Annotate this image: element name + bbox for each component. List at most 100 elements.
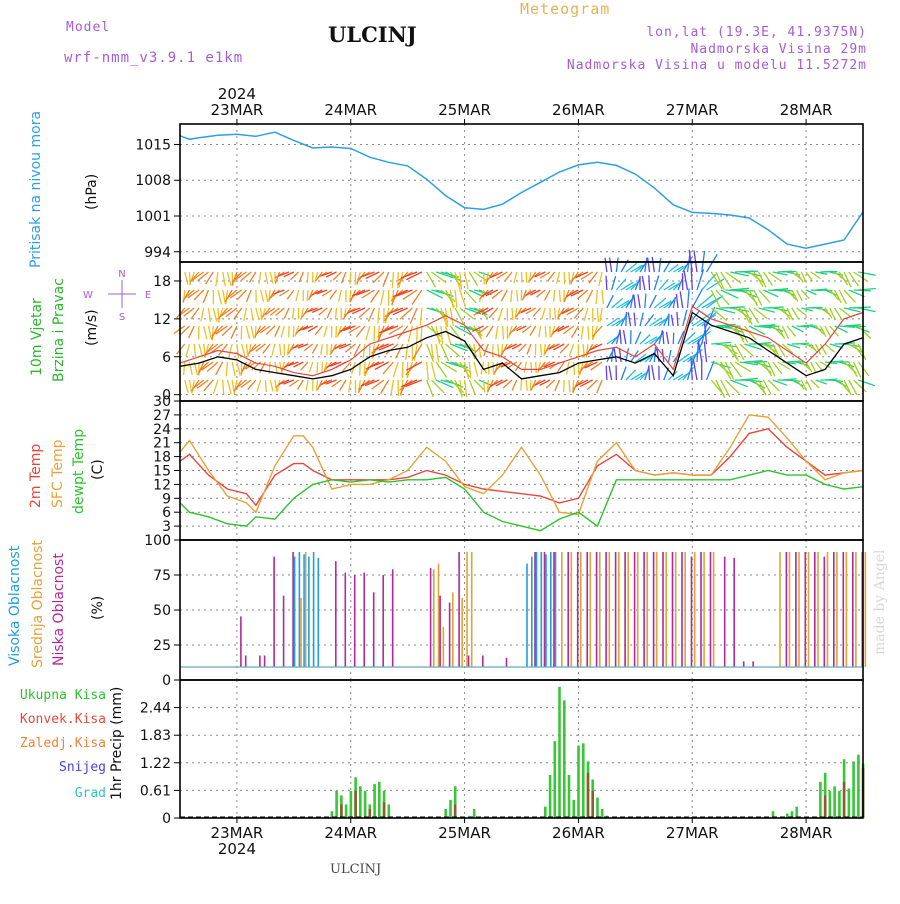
wind-arrow (198, 272, 209, 281)
wind-arrow (479, 380, 491, 385)
location-coordinates: lon,lat (19.3E, 41.9375N) (646, 25, 867, 40)
wind-arrow (383, 272, 389, 287)
cloud-bar (662, 552, 664, 667)
y-tick-label: 6 (162, 350, 171, 366)
wind-arrow (309, 362, 312, 372)
cloud-mid-label: Srednja Oblacnost (30, 540, 46, 668)
wind-arrow (293, 308, 294, 319)
wind-arrow (232, 380, 234, 394)
date-label-top: 28MAR (780, 101, 833, 119)
wind-arrow (858, 289, 876, 291)
wind-arrow (610, 258, 612, 272)
year-label-bottom: 2024 (218, 840, 256, 858)
wind-arrow (247, 290, 252, 302)
wind-arrow (684, 271, 687, 290)
wind-arrow (265, 272, 267, 284)
precip-bar (383, 802, 386, 818)
cloud-bar (299, 552, 301, 667)
cloud-bar (471, 552, 473, 667)
wind-arrow (706, 254, 717, 272)
wind-arrow (563, 326, 573, 334)
cloud-bar (240, 616, 242, 667)
wind-arrow (281, 326, 284, 337)
wind-arrow (460, 272, 462, 290)
cloud-bar (567, 552, 569, 667)
wind-arrow (484, 344, 488, 356)
wind-arrow (539, 326, 541, 337)
wind-arrow (226, 290, 228, 304)
wind-arrow (669, 350, 671, 362)
precip-bar (601, 809, 604, 818)
wind-arrow (436, 344, 439, 362)
cloud-bar (430, 568, 432, 667)
wind-arrow (446, 326, 451, 344)
wind-arrow (634, 295, 636, 308)
y-tick-label: 0 (162, 673, 171, 689)
precip-bar (577, 746, 580, 818)
wind-arrow (652, 257, 654, 272)
wind-arrow (231, 326, 237, 339)
precip-bar (795, 807, 798, 818)
wind-arrow (540, 272, 550, 278)
wind-arrow (526, 308, 536, 314)
cloud-bar (245, 656, 247, 668)
wind-arrow (208, 326, 211, 340)
wind-arrow (184, 362, 185, 375)
precip-bar (573, 800, 576, 818)
wind-arrow (612, 276, 616, 290)
wind-arrow (677, 312, 678, 326)
wind-arrow (642, 276, 645, 290)
y-tick-label: 1001 (135, 209, 171, 225)
panel-frame (180, 680, 863, 818)
wind-arrow (574, 362, 575, 375)
y-tick-label: 1008 (135, 173, 171, 189)
wind-arrow (293, 326, 294, 337)
wind-arrow (270, 308, 279, 315)
cloud-bar (531, 557, 533, 667)
wind-arrow (524, 362, 526, 373)
cloud-bar (544, 552, 546, 667)
wind-arrow (740, 271, 758, 272)
temp2m-label: 2m Temp (28, 444, 44, 508)
wind-arrow (208, 308, 210, 322)
wind-arrow (597, 380, 602, 393)
cloud-bar (345, 573, 347, 667)
precip-bar (454, 804, 457, 818)
wind-arrow (446, 344, 460, 357)
wind-arrow (402, 362, 403, 378)
wind-arrow (498, 308, 502, 321)
precip-bar (544, 807, 547, 818)
cloud-bar (675, 552, 677, 667)
wind-arrow (683, 310, 687, 326)
cloud-bar (724, 557, 726, 667)
wind-arrow (284, 308, 289, 318)
wind-arrow (460, 308, 474, 319)
cloud-bar (468, 656, 470, 668)
date-label-bottom: 28MAR (780, 824, 833, 842)
wind-arrow (406, 362, 421, 370)
cloud-bar (786, 552, 788, 667)
precip-bar (354, 791, 357, 818)
precip-bar (843, 782, 846, 818)
wind-arrow (640, 335, 650, 345)
wind-arrow (237, 344, 239, 358)
wind-arrow (185, 272, 188, 285)
wind-arrow (410, 308, 417, 324)
wind-arrow (555, 308, 556, 320)
precip-bar (350, 791, 353, 818)
wind-arrow (246, 326, 249, 339)
cloud-bar (605, 552, 607, 667)
precip-bar (587, 773, 590, 818)
cloud-bar (580, 552, 582, 667)
cloud-bar (482, 656, 484, 668)
wind-arrow (517, 290, 518, 301)
wind-arrow (688, 289, 690, 309)
cloud-bar (466, 552, 468, 667)
wind-arrow (626, 312, 627, 326)
cloud-bar (665, 552, 667, 667)
wind-arrow (256, 344, 266, 351)
precip-bar (378, 782, 381, 818)
wind-arrow (591, 362, 603, 370)
wind-arrow (545, 326, 546, 337)
precip-bar (568, 775, 571, 818)
